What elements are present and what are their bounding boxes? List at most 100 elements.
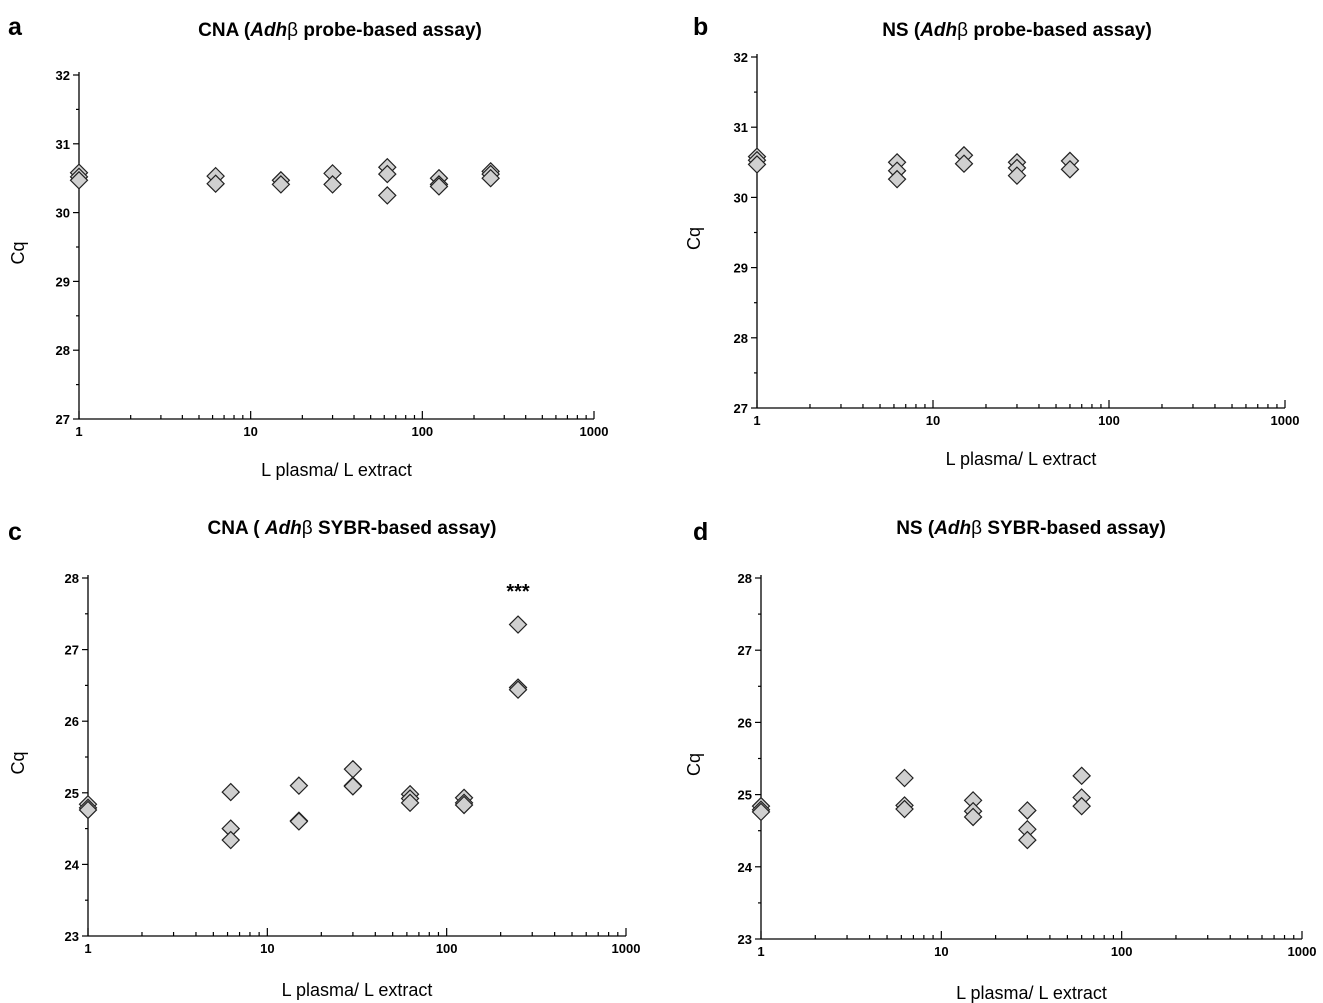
x-tick-label: 1000 (580, 424, 609, 439)
y-tick-label: 29 (734, 261, 748, 276)
data-point (343, 777, 363, 796)
data-point (323, 175, 342, 194)
chart-title: CNA (Adhβ probe-based assay) (198, 20, 482, 41)
panel-letter: c (8, 518, 22, 546)
data-point (895, 799, 914, 819)
data-point (751, 802, 771, 822)
data-point (69, 170, 89, 190)
data-point (377, 164, 397, 184)
chart-title-part: β (287, 20, 298, 41)
y-axis-label: Cq (8, 751, 28, 774)
x-tick-label: 10 (926, 413, 940, 428)
x-tick-label: 10 (243, 424, 257, 439)
y-tick-label: 27 (56, 412, 70, 427)
data-point (400, 793, 420, 813)
chart-title-part: SYBR-based assay) (982, 518, 1166, 539)
data-point (454, 795, 474, 815)
data-point (887, 169, 907, 189)
y-tick-label: 23 (738, 932, 752, 947)
data-point (289, 776, 309, 795)
y-tick-label: 27 (65, 643, 79, 658)
chart-title-part: CNA ( (208, 518, 265, 539)
y-tick-label: 25 (65, 786, 79, 801)
panel-a: a CNA (Adhβ probe-based assay) 1 10 100 1000 2… (8, 13, 608, 480)
x-tick-label: 100 (436, 941, 458, 956)
y-tick-label: 25 (738, 788, 752, 803)
chart-title-part: NS ( (896, 518, 935, 539)
data-point (481, 168, 500, 188)
data-point (1060, 159, 1080, 179)
data-point (1072, 766, 1092, 786)
y-tick-label: 28 (738, 571, 752, 586)
y-tick-label: 24 (738, 860, 753, 875)
data-point (377, 186, 397, 205)
data-point (954, 154, 974, 174)
x-tick-label: 1000 (612, 941, 641, 956)
x-axis-label: L plasma/ L extract (946, 449, 1097, 469)
chart-title-part: Adh (249, 20, 287, 41)
panel-letter: a (8, 13, 23, 41)
data-point (895, 768, 914, 788)
panel-letter: b (693, 13, 708, 41)
y-tick-label: 28 (734, 331, 748, 346)
data-point (429, 177, 449, 196)
data-point (508, 680, 528, 700)
y-tick-label: 31 (56, 137, 70, 152)
chart-title: CNA ( Adhβ SYBR-based assay) (208, 518, 497, 539)
y-tick-label: 23 (65, 929, 79, 944)
data-point (1072, 796, 1092, 816)
y-axis-label: Cq (684, 227, 704, 250)
data-point (508, 615, 528, 634)
data-point (289, 812, 309, 831)
chart-title-part: β (971, 518, 982, 539)
x-tick-label: 10 (260, 941, 274, 956)
y-tick-label: 32 (56, 68, 70, 83)
chart-title-part: probe-based assay) (968, 20, 1152, 41)
chart-title-part: probe-based assay) (298, 20, 482, 41)
y-tick-label: 26 (738, 715, 752, 730)
x-tick-label: 1 (75, 424, 82, 439)
data-point (78, 800, 98, 820)
x-tick-label: 10 (934, 944, 948, 959)
data-point (1007, 166, 1027, 185)
chart-title-part: Adh (919, 20, 957, 41)
chart-title-part: NS ( (882, 20, 921, 41)
data-point (343, 759, 363, 779)
chart-title-part: β (957, 20, 968, 41)
data-point (1018, 830, 1037, 850)
chart-title-part: β (302, 518, 313, 539)
y-tick-label: 30 (56, 206, 70, 221)
panel-d: d NS (Adhβ SYBR-based assay) 1 10 100 1000 23 2… (684, 518, 1316, 1003)
chart-title-part: SYBR-based assay) (313, 518, 497, 539)
y-tick-label: 28 (65, 571, 79, 586)
x-tick-label: 1 (753, 413, 760, 428)
y-tick-label: 27 (734, 401, 748, 416)
data-point (747, 155, 767, 174)
data-point (271, 175, 291, 194)
x-axis-label: L plasma/ L extract (282, 980, 433, 1000)
y-tick-label: 27 (738, 643, 752, 658)
chart-title: NS (Adhβ SYBR-based assay) (896, 518, 1166, 539)
x-tick-label: 1 (84, 941, 91, 956)
x-tick-label: 1000 (1271, 413, 1300, 428)
chart-title-part: Adh (264, 518, 302, 539)
x-tick-label: 100 (411, 424, 433, 439)
chart-title-part: CNA ( (198, 20, 251, 41)
x-tick-label: 1 (757, 944, 764, 959)
data-point (221, 782, 241, 802)
panel-b: b NS (Adhβ probe-based assay) 1 10 100 1000 27… (684, 13, 1299, 469)
y-tick-label: 30 (734, 190, 748, 205)
y-tick-label: 28 (56, 343, 70, 358)
x-tick-label: 100 (1111, 944, 1133, 959)
chart-title: NS (Adhβ probe-based assay) (882, 20, 1152, 41)
y-tick-label: 29 (56, 274, 70, 289)
data-point (1018, 801, 1037, 820)
y-axis-label: Cq (684, 753, 704, 776)
y-tick-label: 32 (734, 50, 748, 65)
y-tick-label: 26 (65, 714, 79, 729)
x-axis-label: L plasma/ L extract (956, 983, 1107, 1003)
data-point (221, 830, 241, 850)
y-axis-label: Cq (8, 241, 28, 264)
data-point (963, 807, 983, 827)
